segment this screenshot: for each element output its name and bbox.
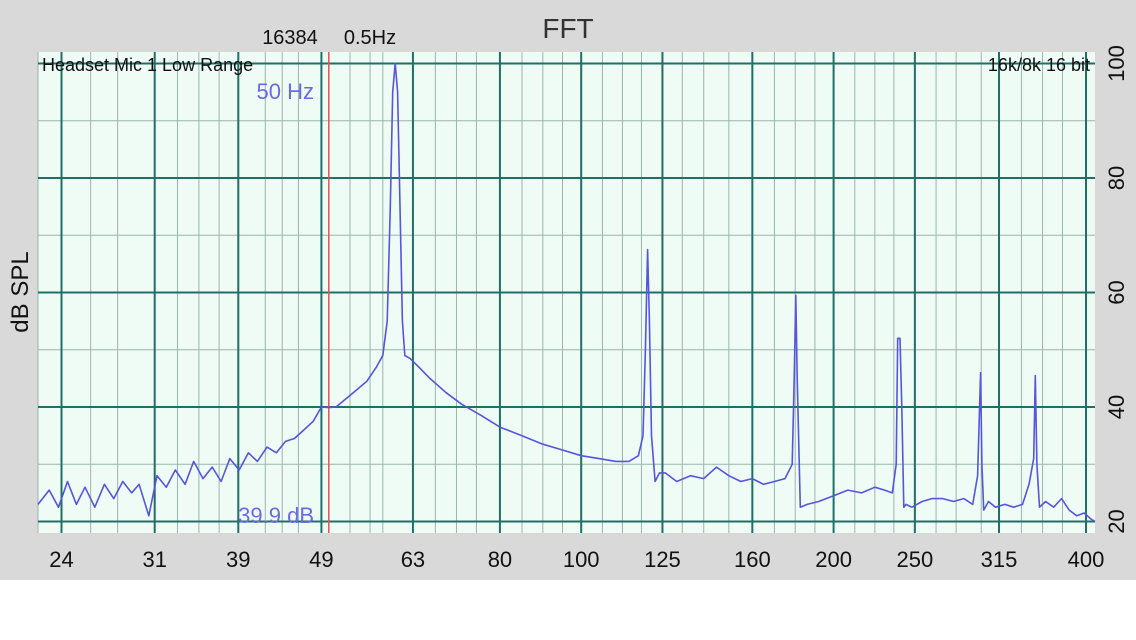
y-tick-label: 20 <box>1104 509 1129 533</box>
x-tick-label: 31 <box>142 547 166 572</box>
chart-title: FFT <box>542 13 593 44</box>
x-tick-label: 100 <box>563 547 600 572</box>
input-label: Headset Mic 1 Low Range <box>42 55 253 75</box>
x-tick-label: 160 <box>734 547 771 572</box>
resolution-label: 0.5Hz <box>344 27 396 49</box>
x-tick-label: 315 <box>981 547 1018 572</box>
fft-chart: FFT 16384 0.5Hz dB SPL Headset Mic 1 Low… <box>7 13 1129 572</box>
x-tick-label: 39 <box>226 547 250 572</box>
x-tick-label: 80 <box>488 547 512 572</box>
major-grid <box>38 52 1095 533</box>
x-tick-label: 250 <box>896 547 933 572</box>
x-tick-label: 400 <box>1068 547 1105 572</box>
marker-level-label: 39.9 dB <box>238 503 314 528</box>
x-tick-label: 125 <box>644 547 681 572</box>
y-tick-label: 40 <box>1104 395 1129 419</box>
fft-size-label: 16384 <box>262 27 318 49</box>
marker-frequency-label: 50 Hz <box>257 79 314 104</box>
y-tick-label: 60 <box>1104 280 1129 304</box>
x-tick-label: 63 <box>401 547 425 572</box>
spectrum-trace <box>37 62 1096 523</box>
format-label: 16k/8k 16 bit <box>988 55 1090 75</box>
y-tick-label: 80 <box>1104 166 1129 190</box>
y-tick-labels: 20 40 60 80 100 <box>1104 45 1129 534</box>
x-tick-label: 200 <box>815 547 852 572</box>
x-tick-label: 49 <box>309 547 333 572</box>
y-tick-label: 100 <box>1104 45 1129 82</box>
x-tick-labels: 24 31 39 49 63 80 100 125 160 200 250 315 400 <box>49 547 1104 572</box>
y-axis-label: dB SPL <box>7 251 34 332</box>
x-tick-label: 24 <box>49 547 73 572</box>
fft-panel: FFT 16384 0.5Hz dB SPL Headset Mic 1 Low… <box>0 0 1136 580</box>
